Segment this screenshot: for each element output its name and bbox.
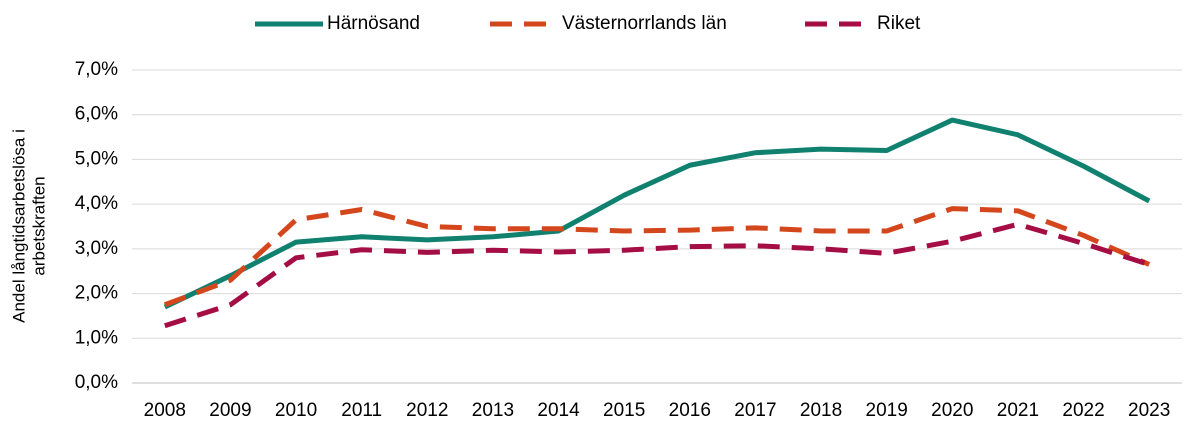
x-tick-label: 2013	[472, 400, 514, 421]
x-tick-label: 2018	[800, 400, 842, 421]
y-tick-label: 3,0%	[75, 238, 118, 259]
y-tick-label: 2,0%	[75, 283, 118, 304]
x-tick-label: 2014	[537, 400, 580, 421]
x-tick-label: 2020	[931, 400, 973, 421]
legend-label: Härnösand	[327, 13, 420, 34]
x-tick-label: 2012	[406, 400, 448, 421]
x-tick-label: 2008	[144, 400, 186, 421]
y-tick-label: 7,0%	[75, 59, 118, 80]
y-tick-label: 1,0%	[75, 327, 118, 348]
x-tick-label: 2011	[341, 400, 382, 421]
y-tick-label: 0,0%	[75, 372, 118, 393]
y-axis-label: Andel långtidsarbetslösa i	[9, 129, 28, 323]
legend-label: Västernorrlands län	[562, 13, 727, 34]
x-tick-label: 2023	[1128, 400, 1170, 421]
y-tick-label: 6,0%	[75, 104, 118, 125]
x-tick-label: 2017	[734, 400, 776, 421]
x-tick-label: 2021	[997, 400, 1039, 421]
y-axis-label: arbetskraften	[29, 176, 48, 275]
x-tick-label: 2016	[669, 400, 711, 421]
x-tick-label: 2015	[603, 400, 645, 421]
x-tick-label: 2009	[209, 400, 251, 421]
y-tick-label: 5,0%	[75, 148, 118, 169]
x-tick-label: 2010	[275, 400, 317, 421]
x-tick-label: 2019	[866, 400, 908, 421]
series-line	[163, 117, 1151, 310]
series-line	[163, 206, 1151, 308]
series-line	[164, 221, 1150, 329]
y-tick-label: 4,0%	[75, 193, 118, 214]
legend-label: Riket	[877, 13, 921, 34]
x-tick-label: 2022	[1062, 400, 1104, 421]
